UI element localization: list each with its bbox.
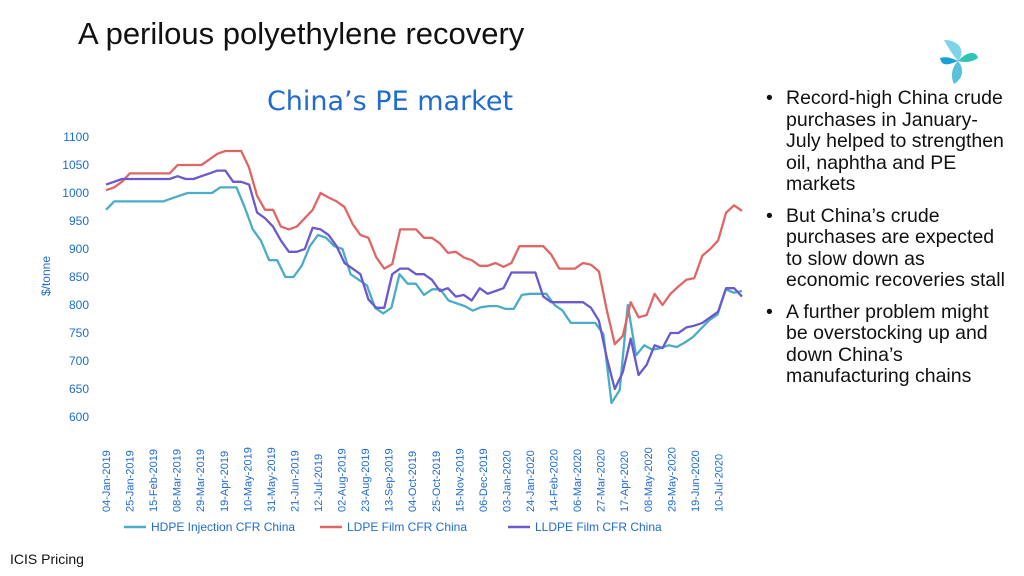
y-tick-label: 850 bbox=[69, 270, 89, 284]
y-tick-label: 1000 bbox=[62, 186, 89, 200]
x-tick-label: 03-Jan-2020 bbox=[501, 450, 513, 512]
x-tick-label: 06-Dec-2019 bbox=[478, 448, 490, 512]
legend-label: LLDPE Film CFR China bbox=[535, 520, 662, 534]
line-chart: 600 650 700 750 800 850 900 950 1000 1050 1100 04-… bbox=[39, 130, 743, 534]
y-tick-label: 1050 bbox=[62, 158, 89, 172]
series-line bbox=[105, 149, 743, 346]
y-tick-label: 700 bbox=[69, 354, 89, 368]
bullet-item: • But China’s crude purchases are expecte… bbox=[766, 204, 1005, 291]
source-label: ICIS Pricing bbox=[10, 551, 84, 567]
y-tick-label: 800 bbox=[69, 298, 89, 312]
chart-title: China’s PE market bbox=[266, 86, 514, 117]
x-tick-label: 06-Mar-2020 bbox=[572, 449, 584, 512]
x-tick-label: 10-Jul-2020 bbox=[713, 454, 725, 512]
bullet-text: A further problem might be overstocking … bbox=[786, 300, 989, 387]
x-tick-label: 19-Apr-2019 bbox=[219, 451, 231, 512]
x-tick-label: 08-Mar-2019 bbox=[172, 449, 184, 512]
series-line bbox=[105, 169, 743, 391]
x-tick-label: 21-Jun-2019 bbox=[289, 450, 301, 512]
y-tick-label: 950 bbox=[69, 214, 89, 228]
x-tick-label: 04-Jan-2019 bbox=[101, 450, 113, 512]
y-axis-label: $/tonne bbox=[39, 256, 53, 296]
bullet-item: • Record-high China crude purchases in Ja… bbox=[766, 87, 1004, 195]
bullet-item: • A further problem might be overstocking… bbox=[766, 300, 989, 387]
legend-label: HDPE Injection CFR China bbox=[151, 520, 295, 534]
x-tick-label: 27-Mar-2020 bbox=[596, 449, 608, 512]
y-tick-label: 750 bbox=[69, 326, 89, 340]
x-tick-label: 14-Feb-2020 bbox=[549, 449, 561, 512]
bullet-text: Record-high China crude purchases in Jan… bbox=[786, 87, 1004, 195]
x-tick-label: 15-Feb-2019 bbox=[148, 449, 160, 512]
x-tick-label: 25-Oct-2019 bbox=[431, 451, 443, 512]
y-tick-label: 900 bbox=[69, 242, 89, 256]
legend-label: LDPE Film CFR China bbox=[347, 520, 467, 534]
x-tick-label: 29-May-2020 bbox=[666, 447, 678, 512]
slide-title: A perilous polyethylene recovery bbox=[78, 16, 525, 51]
y-tick-label: 1100 bbox=[63, 130, 89, 144]
x-tick-label: 10-May-2019 bbox=[242, 447, 254, 512]
series-line bbox=[105, 186, 743, 405]
x-tick-label: 19-Jun-2020 bbox=[690, 450, 702, 512]
x-tick-label: 24-Jan-2020 bbox=[525, 450, 537, 512]
bullet-text: But China’s crude purchases are expected… bbox=[786, 204, 1005, 291]
x-tick-label: 29-Mar-2019 bbox=[195, 449, 207, 512]
y-axis: 600 650 700 750 800 850 900 950 1000 1050 1100 bbox=[62, 130, 89, 424]
series-lines bbox=[105, 149, 743, 405]
x-tick-label: 08-May-2020 bbox=[643, 447, 655, 512]
x-tick-label: 31-May-2019 bbox=[266, 447, 278, 512]
legend: HDPE Injection CFR China LDPE Film CFR Ch… bbox=[124, 520, 662, 534]
x-tick-label: 25-Jan-2019 bbox=[125, 450, 137, 512]
x-tick-label: 12-Jul-2019 bbox=[313, 454, 325, 512]
icis-logo-icon bbox=[940, 40, 978, 84]
x-tick-label: 02-Aug-2019 bbox=[337, 448, 349, 512]
x-tick-label: 23-Aug-2019 bbox=[360, 448, 372, 512]
x-tick-label: 15-Nov-2019 bbox=[454, 448, 466, 512]
x-tick-label: 13-Sep-2019 bbox=[384, 448, 396, 512]
bullet-list: • Record-high China crude purchases in Ja… bbox=[762, 87, 1010, 398]
x-axis: 04-Jan-2019 25-Jan-2019 15-Feb-2019 08-Mar-… bbox=[101, 447, 725, 512]
x-tick-label: 04-Oct-2019 bbox=[407, 451, 419, 512]
x-tick-label: 17-Apr-2020 bbox=[619, 451, 631, 512]
y-tick-label: 600 bbox=[69, 410, 89, 424]
y-tick-label: 650 bbox=[69, 382, 89, 396]
